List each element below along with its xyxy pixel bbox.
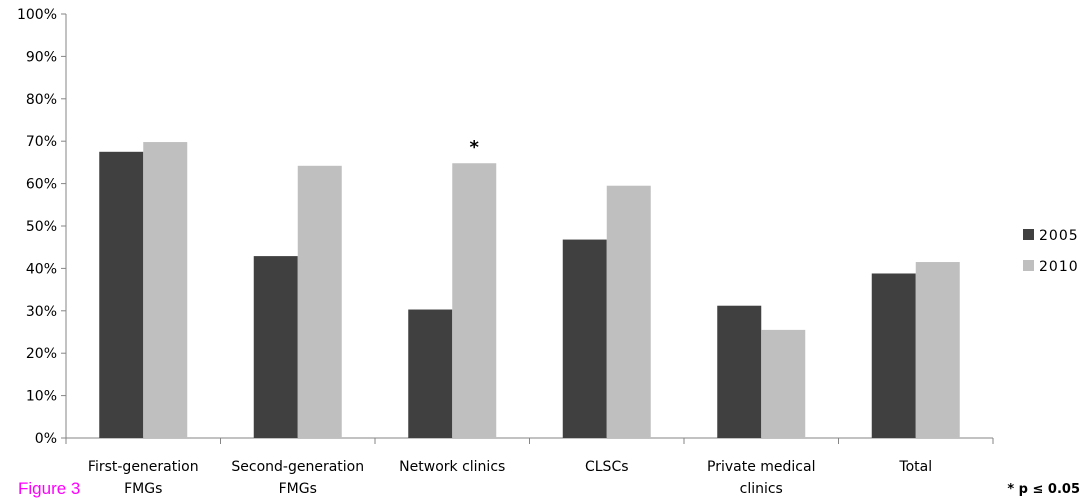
y-tick-label: 10% [26,389,57,405]
bar-2005 [99,151,144,439]
y-tick-label: 60% [26,177,57,193]
y-tick-label: 50% [26,219,57,235]
bar-2010 [297,165,342,439]
y-tick-label: 80% [26,92,57,108]
bar-2005 [562,239,607,438]
annotations: * [470,137,480,158]
legend-swatch-2005 [1023,229,1034,240]
bars [99,142,960,439]
y-tick-label: 30% [26,304,57,320]
bar-2005 [253,256,298,438]
significance-footnote: * p ≤ 0.05 [1007,482,1080,497]
y-tick-label: 0% [35,431,57,447]
y-tick-label: 20% [26,346,57,362]
x-category-label: Private medical clinics [707,459,815,497]
bar-2005 [408,309,453,438]
x-category-label: CLSCs [585,459,629,475]
bar-2005 [871,273,916,438]
category-labels: First-generation FMGs Second-generation FMG… [88,459,932,497]
y-tick-label: 40% [26,261,57,277]
x-axis [65,437,994,444]
figure-caption: Figure 3 [18,479,80,498]
y-tick-label: 90% [26,49,57,65]
bar-2010 [915,262,960,438]
significance-marker: * [470,137,480,158]
legend-swatch-2010 [1023,260,1034,271]
bar-2005 [717,305,762,438]
bar-2010 [761,329,806,438]
y-axis: 0% 10% 20% 30% 40% 50% 60% 70% 80% 90% 100% [17,7,67,447]
x-category-label: First-generation FMGs [88,459,199,497]
legend-label-2010: 2010 [1039,259,1079,275]
y-tick-label: 70% [26,134,57,150]
y-tick-label: 100% [17,7,57,23]
bar-2010 [143,142,188,438]
legend-label-2005: 2005 [1039,228,1079,244]
x-category-label: Second-generation FMGs [231,459,364,497]
bar-2010 [452,163,497,439]
x-category-label: Network clinics [399,459,505,475]
legend: 2005 2010 [1023,228,1079,275]
x-category-label: Total [898,459,932,475]
bar-2010 [606,185,651,438]
